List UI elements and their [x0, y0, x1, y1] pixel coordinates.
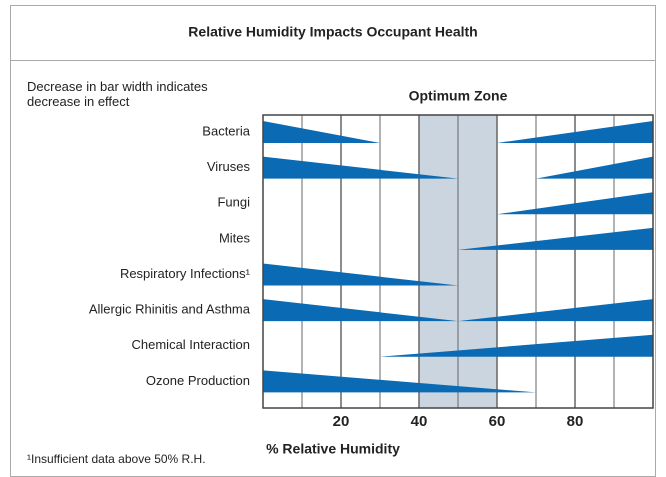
left-wedge — [263, 370, 536, 393]
x-tick-label: 60 — [489, 413, 506, 430]
right-wedge — [458, 227, 653, 250]
x-axis-label: % Relative Humidity — [266, 441, 400, 457]
right-wedge — [536, 156, 653, 179]
left-wedge — [263, 156, 458, 179]
right-wedge — [497, 121, 653, 143]
right-wedge — [497, 192, 653, 215]
category-label: Viruses — [207, 159, 251, 174]
right-wedge — [458, 299, 653, 322]
plot-border — [262, 114, 654, 409]
x-tick-label: 40 — [411, 413, 428, 430]
left-wedge — [263, 121, 380, 143]
category-label: Ozone Production — [146, 373, 250, 388]
chart-title: Relative Humidity Impacts Occupant Healt… — [188, 24, 477, 40]
left-wedge — [263, 299, 458, 322]
category-label: Mites — [219, 230, 251, 245]
right-wedge — [380, 334, 653, 357]
category-label: Chemical Interaction — [132, 337, 251, 352]
footnote: ¹Insufficient data above 50% R.H. — [27, 452, 206, 466]
category-label: Respiratory Infections¹ — [120, 266, 251, 281]
category-label: Bacteria — [202, 123, 250, 138]
subtitle: Decrease in bar width indicates decrease… — [27, 79, 208, 109]
zone-label: Optimum Zone — [409, 88, 508, 104]
x-tick-label: 20 — [333, 413, 350, 430]
category-label: Fungi — [217, 195, 250, 210]
left-wedge — [263, 263, 458, 286]
x-tick-label: 80 — [567, 413, 584, 430]
category-label: Allergic Rhinitis and Asthma — [89, 302, 251, 317]
